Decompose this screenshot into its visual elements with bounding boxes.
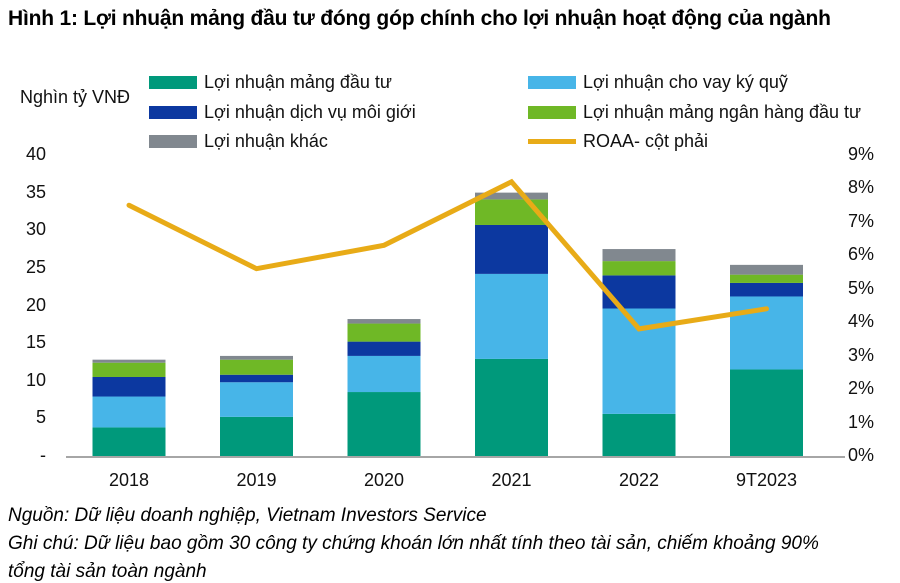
legend-swatch-investment-banking-profit — [528, 105, 576, 119]
x-axis-label-2019: 2019 — [236, 470, 277, 490]
legend-label: Lợi nhuận khác — [204, 130, 328, 151]
bar-segment-2020 — [347, 323, 421, 342]
x-axis-label-2022: 2022 — [618, 470, 660, 490]
bar-segment-2021 — [475, 224, 548, 274]
bar-segment-9T2023 — [730, 264, 803, 275]
bar-segment-2022 — [602, 249, 676, 262]
x-axis-label-2020: 2020 — [363, 470, 405, 490]
legend-label: ROAA- cột phải — [583, 130, 709, 151]
legend-item-investment-profit: Lợi nhuận mảng đầu tư — [149, 72, 392, 92]
bar-segment-2018 — [92, 359, 166, 363]
left-axis-tick: 25 — [25, 256, 46, 277]
bar-segment-2021 — [475, 273, 548, 359]
x-axis-label-9T2023: 9T2023 — [735, 470, 798, 490]
bar-segment-2020 — [347, 355, 421, 393]
legend-item-margin-lending-profit: Lợi nhuận cho vay ký quỹ — [528, 72, 788, 92]
legend-swatch-roaa-line — [528, 138, 576, 144]
legend-swatch-investment-profit — [149, 75, 197, 89]
bar-segment-2019 — [220, 416, 293, 456]
x-axis-label-2021: 2021 — [491, 470, 532, 490]
bar-segment-2020 — [347, 319, 421, 324]
right-axis-tick: 4% — [848, 311, 875, 332]
bar-segment-2021 — [475, 358, 548, 456]
left-axis-tick: 10 — [25, 369, 46, 390]
bar-segment-2018 — [92, 427, 166, 456]
left-axis-tick: - — [40, 445, 46, 466]
bar-segment-9T2023 — [730, 282, 803, 297]
bar-segment-2019 — [220, 382, 293, 417]
legend-label: Lợi nhuận dịch vụ môi giới — [204, 101, 416, 122]
right-axis: 9% 8% 7% 6% 5% 4% 3% 2% 1% 0% — [848, 0, 900, 583]
left-axis-unit-label: Nghìn tỷ VNĐ — [20, 87, 131, 107]
bar-segment-9T2023 — [730, 274, 803, 283]
bar-segment-2020 — [347, 341, 421, 356]
left-axis-tick: 35 — [25, 181, 46, 202]
bar-segment-2018 — [92, 396, 166, 428]
source-notes: Nguồn: Dữ liệu doanh nghiệp, Vietnam Inv… — [8, 502, 819, 583]
bar-segment-2019 — [220, 359, 293, 375]
left-axis-tick: 20 — [25, 294, 46, 315]
legend-label: Lợi nhuận mảng ngân hàng đầu tư — [583, 101, 862, 122]
right-axis-tick: 1% — [848, 411, 875, 432]
legend-item-investment-banking-profit: Lợi nhuận mảng ngân hàng đầu tư — [528, 102, 861, 122]
legend-swatch-brokerage-profit — [149, 105, 197, 119]
right-axis-tick: 3% — [848, 344, 875, 365]
right-axis-tick: 0% — [848, 445, 875, 466]
legend-item-brokerage-profit: Lợi nhuận dịch vụ môi giới — [149, 102, 416, 122]
left-axis-tick: 5 — [35, 407, 46, 428]
roaa-line — [126, 178, 769, 332]
right-axis-tick: 2% — [848, 378, 875, 399]
bar-segment-2018 — [92, 362, 166, 377]
bar-segment-2019 — [220, 374, 293, 383]
right-axis-tick: 5% — [848, 277, 875, 298]
legend-swatch-other-profit — [149, 134, 197, 148]
bar-segment-2020 — [347, 392, 421, 456]
left-axis-tick: 40 — [25, 144, 46, 165]
right-axis-tick: 9% — [848, 144, 875, 165]
x-axis-label-2018: 2018 — [108, 470, 150, 490]
bar-segment-9T2023 — [730, 369, 803, 456]
right-axis-tick: 7% — [848, 210, 875, 231]
left-axis-tick: 30 — [25, 219, 46, 240]
legend-swatch-margin-lending-profit — [528, 75, 576, 89]
legend-label: Lợi nhuận cho vay ký quỹ — [583, 71, 788, 92]
bar-segment-2022 — [602, 275, 676, 309]
note-line: Ghi chú: Dữ liệu bao gồm 30 công ty chứn… — [8, 533, 819, 554]
right-axis-tick: 6% — [848, 244, 875, 265]
bar-segment-2021 — [475, 192, 548, 200]
legend-item-other-profit: Lợi nhuận khác — [149, 131, 328, 151]
bar-segment-2018 — [92, 376, 166, 397]
legend-label: Lợi nhuận mảng đầu tư — [204, 71, 392, 92]
bar-segment-2019 — [220, 355, 293, 360]
note-line: tổng tài sản toàn ngành — [8, 561, 207, 582]
right-axis-tick: 8% — [848, 177, 875, 198]
source-line: Nguồn: Dữ liệu doanh nghiệp, Vietnam Inv… — [8, 505, 487, 526]
left-axis: 40 35 30 25 20 15 10 5 - — [0, 0, 46, 583]
bar-segment-2022 — [602, 413, 676, 456]
legend-item-roaa: ROAA- cột phải — [528, 131, 708, 151]
bar-segment-2022 — [602, 261, 676, 276]
figure-title: Hình 1: Lợi nhuận mảng đầu tư đóng góp c… — [8, 7, 831, 30]
left-axis-tick: 15 — [25, 332, 46, 353]
